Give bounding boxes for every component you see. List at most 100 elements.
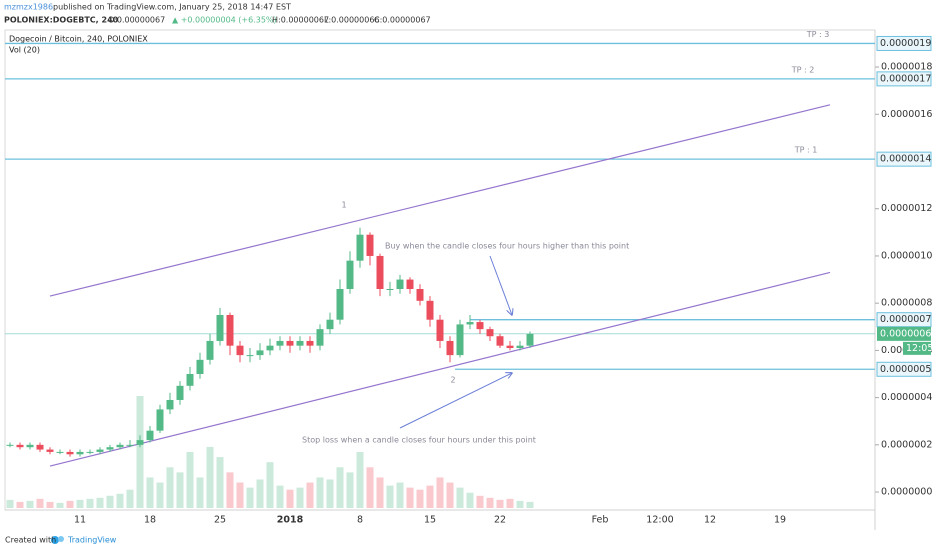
volume-bar (266, 462, 274, 508)
candle-body (456, 324, 464, 356)
level-label-box (876, 151, 932, 167)
change: ▲ +0.00000004 (+6.35%) (172, 16, 277, 25)
volume-bar (146, 477, 154, 508)
volume-bar (256, 479, 264, 508)
candle-body (526, 333, 534, 346)
candle-body (36, 444, 44, 450)
candle-body (116, 444, 124, 448)
volume-bar (456, 487, 464, 508)
close-value: C:0.00000067 (374, 16, 431, 25)
volume-bar (346, 472, 354, 508)
volume-bar (26, 500, 34, 508)
volume-bar (286, 489, 294, 508)
annotation: 2 (450, 376, 455, 385)
volume-bar (16, 501, 24, 508)
volume-bar (496, 499, 504, 508)
candle-body (436, 319, 444, 341)
level-name: TP : 3 (806, 30, 830, 39)
volume-bar (466, 492, 474, 508)
candle-body (86, 451, 94, 453)
y-tick-label: 0.00000180 (881, 62, 932, 73)
volume-bar (156, 482, 164, 508)
x-tick-label: 12:00 (646, 515, 673, 526)
candle-body (76, 451, 84, 455)
x-tick-label: 22 (494, 515, 506, 526)
volume-bar (336, 467, 344, 508)
price-label-box (877, 326, 931, 341)
candle-body (416, 289, 424, 301)
volume-bar (126, 489, 134, 508)
candle-body (226, 314, 234, 346)
x-tick-label: Feb (592, 515, 609, 526)
volume-bar (426, 485, 434, 508)
candle-body (66, 451, 74, 455)
candle-body (296, 340, 304, 346)
candle-body (166, 399, 174, 410)
countdown-box (903, 341, 931, 355)
footer-logo (51, 536, 64, 544)
volume-bar (216, 457, 224, 508)
candle-body (276, 340, 284, 346)
candle-body (6, 444, 14, 446)
volume-bar (366, 467, 374, 508)
volume-bar (526, 501, 534, 508)
annotation: Buy when the candle closes four hours hi… (385, 242, 629, 251)
level-label: 0.00000190 (880, 38, 932, 49)
published: published on TradingView.com, January 25… (53, 3, 291, 12)
volume-bar (476, 495, 484, 508)
trendline (49, 104, 831, 297)
volume-bar (416, 489, 424, 508)
volume-bar (196, 477, 204, 508)
volume-bar (206, 446, 214, 508)
volume-bar (486, 497, 494, 508)
candle-body (206, 340, 214, 360)
level-label-box (876, 71, 932, 87)
candle-body (56, 451, 64, 453)
countdown: 12:05 (906, 343, 932, 354)
candle-body (336, 289, 344, 320)
x-tick-label: 8 (357, 515, 363, 526)
volume-bar (96, 497, 104, 508)
author[interactable]: mzmzx1986 (4, 3, 53, 12)
volume-bar (406, 487, 414, 508)
volume-bar (116, 493, 124, 508)
x-tick-label: 18 (144, 515, 156, 526)
volume-bar (136, 396, 144, 508)
volume-bar (176, 472, 184, 508)
volume-title: Vol (20) (9, 46, 40, 55)
open-value: O:0.00000067 (108, 16, 165, 25)
candle-body (406, 279, 414, 290)
candle-body (236, 345, 244, 356)
level-label: 0.00000141 (880, 154, 932, 165)
volume-bar (6, 499, 14, 508)
candle-body (506, 345, 514, 349)
level-label: 0.00000073 (880, 314, 932, 325)
volume-bar (166, 467, 174, 508)
footer-brand[interactable]: TradingView (67, 536, 117, 545)
candle-body (26, 444, 34, 448)
candle-body (396, 279, 404, 290)
candle-body (346, 260, 354, 290)
candle-body (136, 440, 144, 445)
candle-body (426, 300, 434, 320)
candle-body (466, 322, 474, 325)
candle-body (156, 409, 164, 431)
volume-bar (36, 498, 44, 508)
volume-bar (56, 502, 64, 508)
volume-bar (296, 487, 304, 508)
trendline (49, 271, 831, 467)
volume-bar (436, 477, 444, 508)
x-tick-label: 19 (774, 515, 786, 526)
level-name: TP : 2 (791, 65, 815, 74)
footer-created: Created with (5, 536, 56, 545)
volume-bar (326, 479, 334, 508)
candle-body (376, 255, 384, 290)
volume-bar (506, 498, 514, 508)
price-label: 0.00000067 (880, 328, 932, 339)
candle-body (176, 385, 184, 400)
